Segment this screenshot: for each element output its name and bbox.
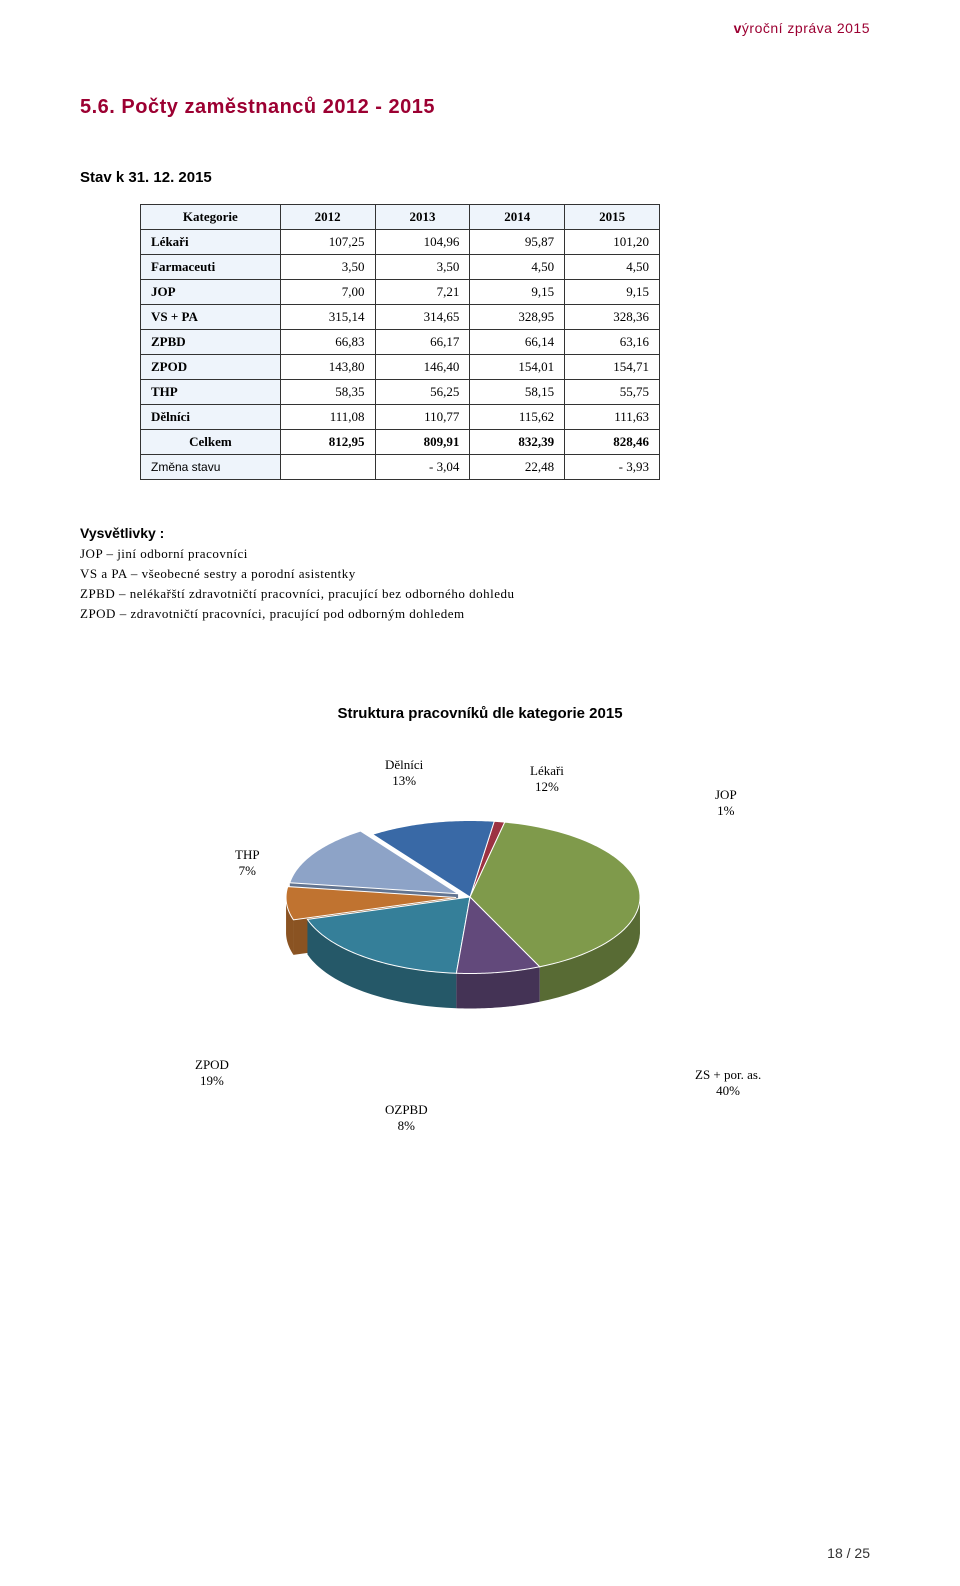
cell: - 3,04 (375, 455, 470, 480)
cell: 9,15 (565, 280, 660, 305)
cell: 66,14 (470, 330, 565, 355)
table-row: Dělníci111,08110,77115,62111,63 (141, 405, 660, 430)
cell: 111,63 (565, 405, 660, 430)
th-2012: 2012 (280, 205, 375, 230)
chart-label: THP7% (235, 847, 260, 880)
th-2013: 2013 (375, 205, 470, 230)
totals-row: Celkem812,95809,91832,39828,46 (141, 430, 660, 455)
th-cat: Kategorie (141, 205, 281, 230)
legend-title: Vysvětlivky : (80, 525, 880, 541)
cell: 832,39 (470, 430, 565, 455)
cell: 111,08 (280, 405, 375, 430)
change-row: Změna stavu - 3,0422,48- 3,93 (141, 455, 660, 480)
cell: 104,96 (375, 230, 470, 255)
cell: 4,50 (565, 255, 660, 280)
cell: 107,25 (280, 230, 375, 255)
th-2015: 2015 (565, 205, 660, 230)
pie-svg (250, 777, 690, 1092)
cell: 55,75 (565, 380, 660, 405)
cell: 809,91 (375, 430, 470, 455)
cell: 828,46 (565, 430, 660, 455)
row-label: ZPOD (141, 355, 281, 380)
row-label: Lékaři (141, 230, 281, 255)
cell: 101,20 (565, 230, 660, 255)
page-header: výroční zpráva 2015 (80, 20, 880, 36)
table-row: ZPOD143,80146,40154,01154,71 (141, 355, 660, 380)
section-number: 5.6. (80, 96, 115, 118)
employees-table: Kategorie 2012 2013 2014 2015 Lékaři107,… (140, 204, 660, 480)
cell: 66,83 (280, 330, 375, 355)
cell: 315,14 (280, 305, 375, 330)
chart-label: ZS + por. as.40% (695, 1067, 761, 1100)
legend-lines: JOP – jiní odborní pracovníciVS a PA – v… (80, 544, 880, 625)
row-label: THP (141, 380, 281, 405)
totals-label: Celkem (141, 430, 281, 455)
row-label: ZPBD (141, 330, 281, 355)
cell: 154,01 (470, 355, 565, 380)
cell: - 3,93 (565, 455, 660, 480)
legend-line: VS a PA – všeobecné sestry a porodní asi… (80, 564, 880, 584)
cell: 328,36 (565, 305, 660, 330)
cell: 4,50 (470, 255, 565, 280)
chart-label: ZPOD19% (195, 1057, 229, 1090)
cell: 7,21 (375, 280, 470, 305)
header-bold: v (734, 20, 742, 36)
cell: 110,77 (375, 405, 470, 430)
chart-label: OZPBD8% (385, 1102, 428, 1135)
cell: 58,15 (470, 380, 565, 405)
th-2014: 2014 (470, 205, 565, 230)
section-title: Počty zaměstnanců 2012 - 2015 (121, 96, 435, 118)
cell: 812,95 (280, 430, 375, 455)
section-heading: 5.6. Počty zaměstnanců 2012 - 2015 (80, 96, 880, 119)
cell: 63,16 (565, 330, 660, 355)
chart-label: Lékaři12% (530, 763, 564, 796)
cell: 95,87 (470, 230, 565, 255)
change-label: Změna stavu (141, 455, 281, 480)
table-row: THP58,3556,2558,1555,75 (141, 380, 660, 405)
legend-line: ZPOD – zdravotničtí pracovníci, pracujíc… (80, 604, 880, 624)
cell: 56,25 (375, 380, 470, 405)
cell: 58,35 (280, 380, 375, 405)
cell: 115,62 (470, 405, 565, 430)
cell: 146,40 (375, 355, 470, 380)
table-row: Lékaři107,25104,9695,87101,20 (141, 230, 660, 255)
row-label: Dělníci (141, 405, 281, 430)
table-header-row: Kategorie 2012 2013 2014 2015 (141, 205, 660, 230)
cell: 22,48 (470, 455, 565, 480)
row-label: JOP (141, 280, 281, 305)
table-row: Farmaceuti3,503,504,504,50 (141, 255, 660, 280)
cell: 66,17 (375, 330, 470, 355)
table-row: JOP7,007,219,159,15 (141, 280, 660, 305)
row-label: Farmaceuti (141, 255, 281, 280)
legend-line: ZPBD – nelékařští zdravotničtí pracovníc… (80, 584, 880, 604)
page-footer: 18 / 25 (827, 1545, 870, 1561)
cell: 9,15 (470, 280, 565, 305)
row-label: VS + PA (141, 305, 281, 330)
cell: 7,00 (280, 280, 375, 305)
cell: 143,80 (280, 355, 375, 380)
cell: 3,50 (280, 255, 375, 280)
table-row: VS + PA315,14314,65328,95328,36 (141, 305, 660, 330)
pie-chart: Dělníci13% Lékaři12% JOP1% THP7% ZPOD19% OZPB… (160, 757, 800, 1147)
status-line: Stav k 31. 12. 2015 (80, 169, 880, 186)
cell: 154,71 (565, 355, 660, 380)
header-rest: ýroční zpráva 2015 (742, 20, 870, 36)
legend-line: JOP – jiní odborní pracovníci (80, 544, 880, 564)
chart-label: Dělníci13% (385, 757, 423, 790)
cell (280, 455, 375, 480)
cell: 314,65 (375, 305, 470, 330)
cell: 3,50 (375, 255, 470, 280)
table-row: ZPBD66,8366,1766,1463,16 (141, 330, 660, 355)
cell: 328,95 (470, 305, 565, 330)
chart-label: JOP1% (715, 787, 737, 820)
chart-title: Struktura pracovníků dle kategorie 2015 (80, 705, 880, 722)
